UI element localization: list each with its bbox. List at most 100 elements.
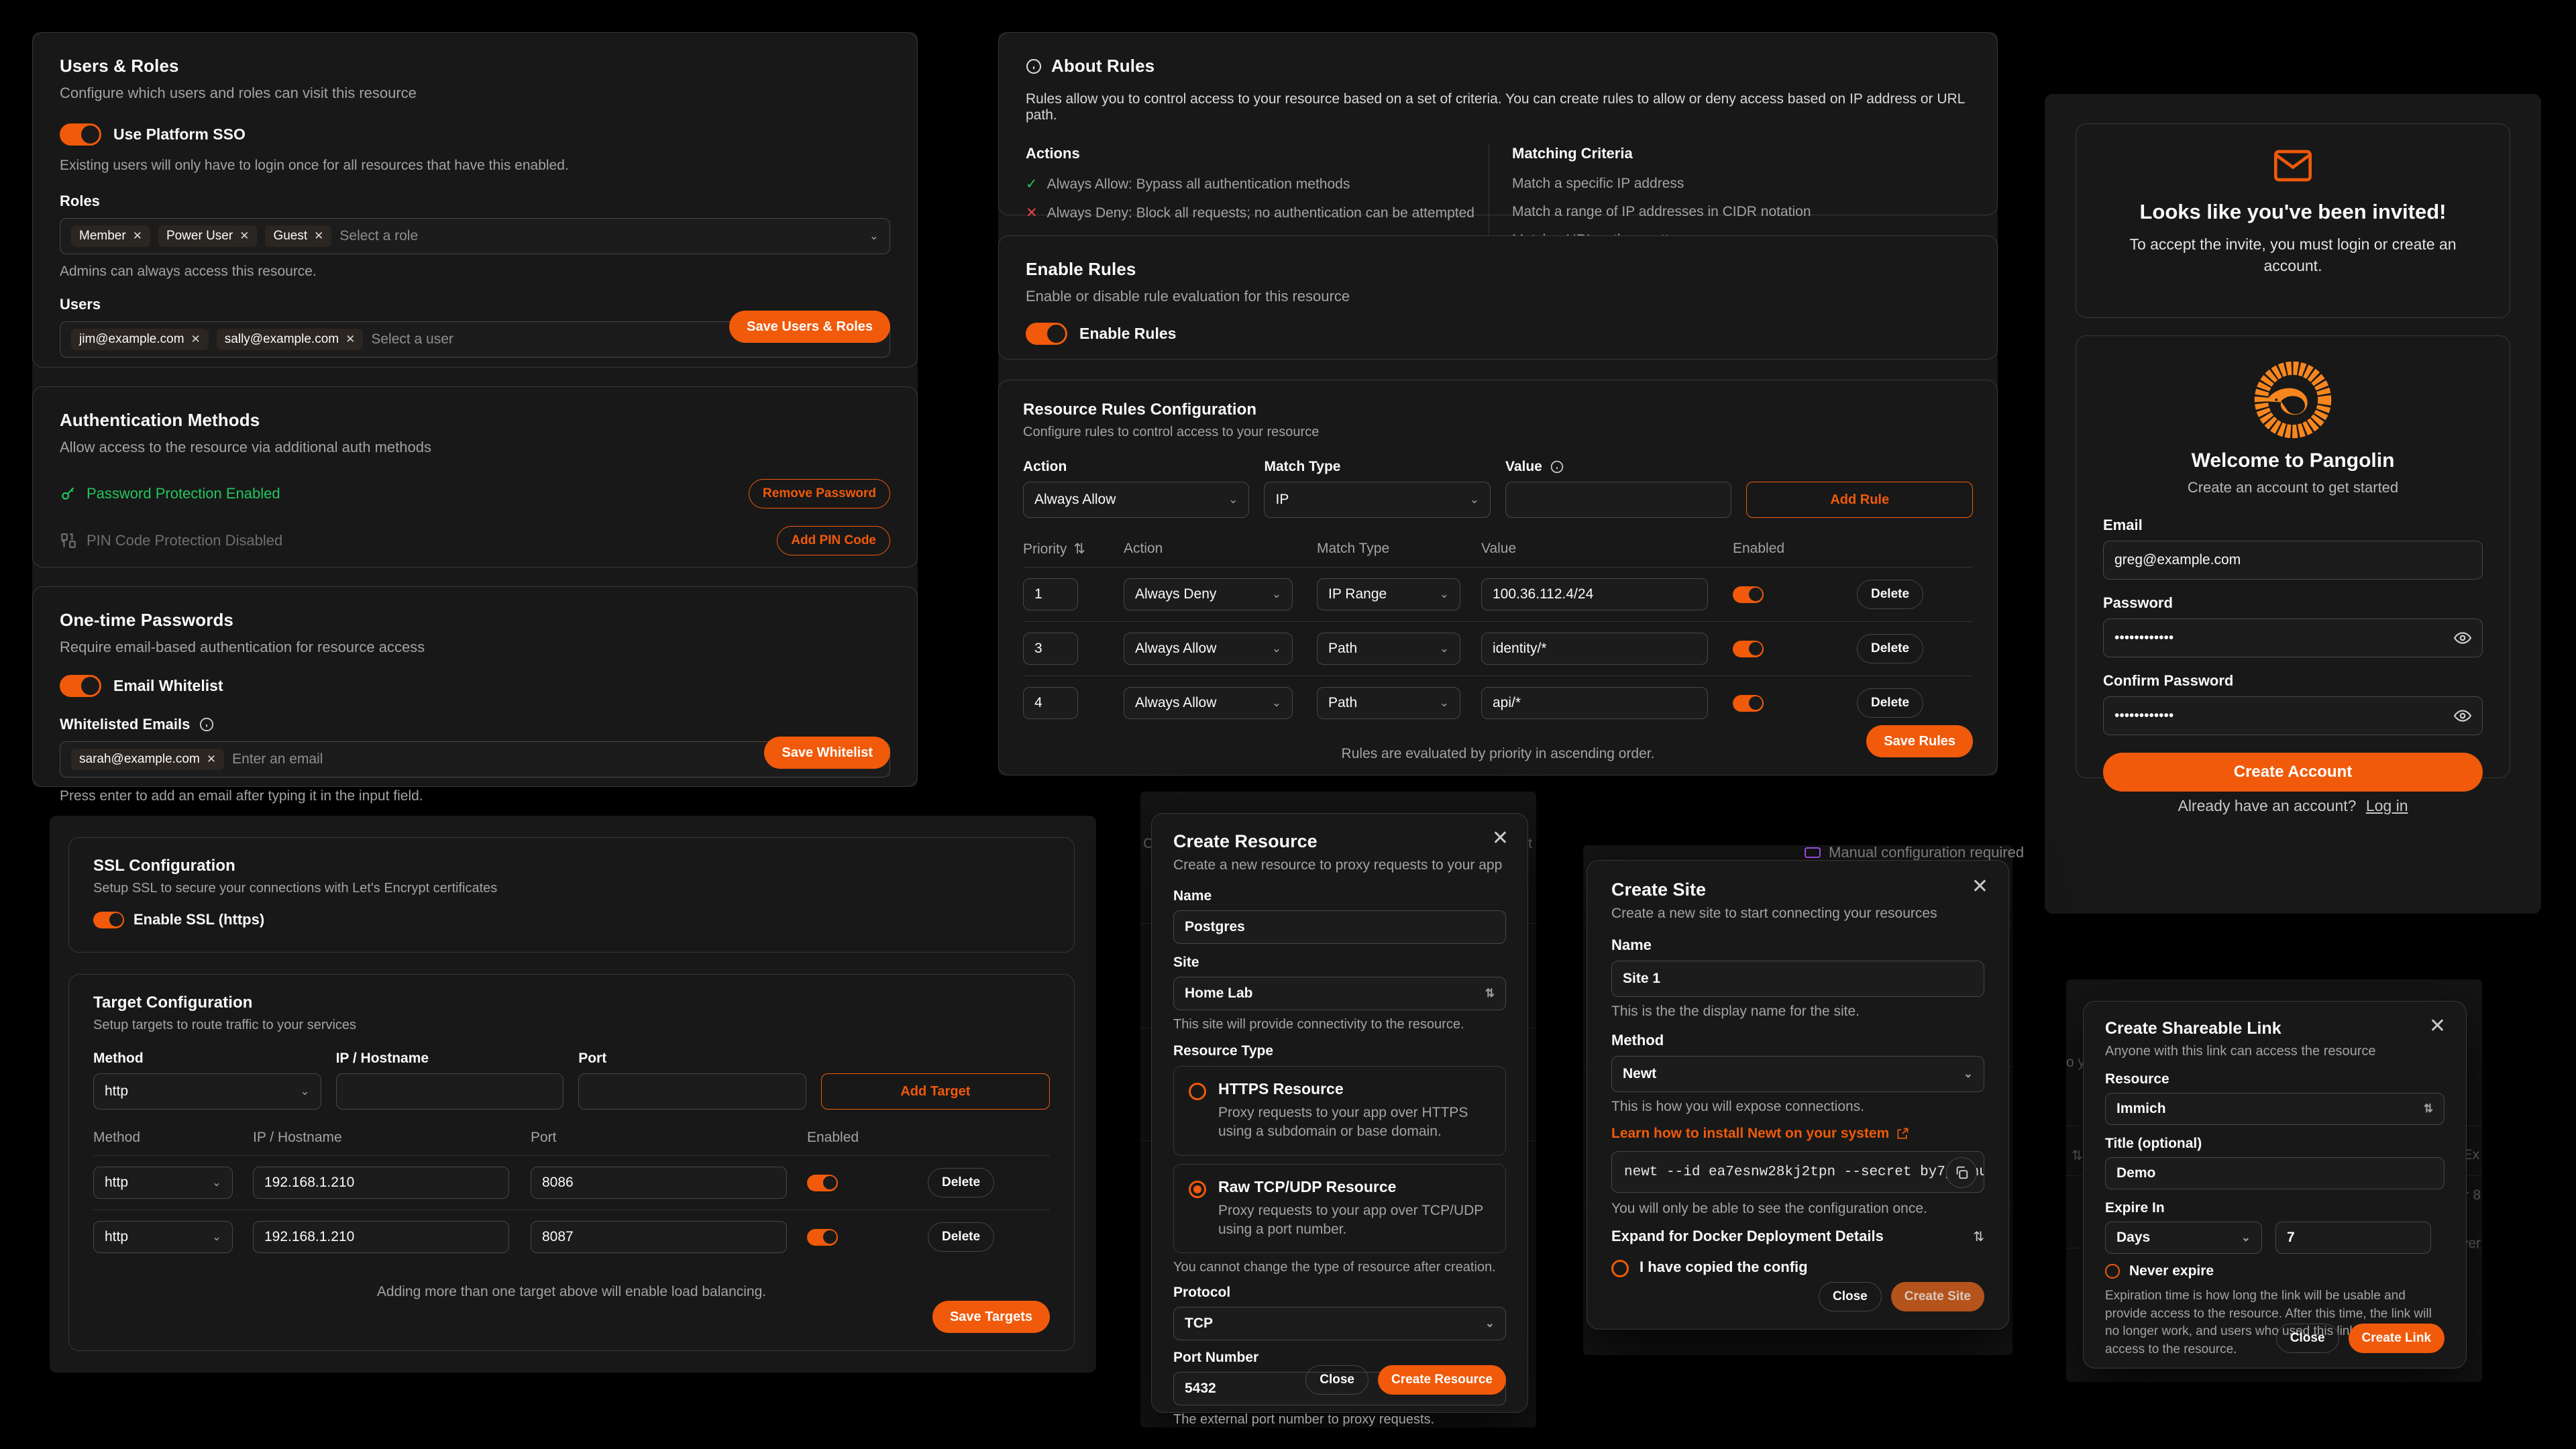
row-action-select[interactable]: Always Allow ⌄ (1124, 687, 1293, 719)
chevron-down-icon[interactable]: ⌄ (869, 229, 879, 242)
radio-icon[interactable] (2105, 1264, 2120, 1279)
password-field[interactable]: •••••••••••• (2103, 619, 2483, 657)
row-value-input[interactable]: identity/* (1481, 633, 1708, 665)
column-priority[interactable]: Priority ⇅ (1023, 541, 1085, 557)
row-action-select[interactable]: Always Allow ⌄ (1124, 633, 1293, 665)
create-resource-button[interactable]: Create Resource (1377, 1365, 1506, 1395)
sort-icon[interactable]: ⇅ (1073, 541, 1085, 557)
row-match-type-select[interactable]: Path ⌄ (1317, 633, 1460, 665)
radio-icon[interactable] (1611, 1260, 1629, 1277)
delete-rule-button[interactable]: Delete (1857, 634, 1924, 663)
role-token[interactable]: Member ✕ (71, 225, 150, 247)
remove-icon[interactable]: ✕ (345, 333, 356, 345)
copy-icon[interactable] (1946, 1157, 1977, 1188)
whitelisted-emails-input[interactable]: sarah@example.com ✕ Enter an email (60, 741, 890, 777)
row-enabled-toggle[interactable] (1733, 640, 1764, 657)
delete-target-button[interactable]: Delete (928, 1168, 995, 1197)
eye-icon[interactable] (2454, 629, 2471, 647)
install-newt-link[interactable]: Learn how to install Newt on your system (1611, 1126, 1909, 1142)
resource-type-https-option[interactable]: HTTPS Resource Proxy requests to your ap… (1173, 1066, 1506, 1156)
close-button[interactable]: Close (1818, 1282, 1882, 1311)
rule-action-select[interactable]: Always Allow ⌄ (1023, 482, 1250, 518)
row-method-select[interactable]: http ⌄ (93, 1167, 233, 1199)
sso-toggle-row[interactable]: Use Platform SSO (60, 123, 890, 146)
roles-select[interactable]: Member ✕ Power User ✕ Guest ✕ Select a role… (60, 218, 890, 254)
row-enabled-toggle[interactable] (807, 1174, 838, 1191)
role-token[interactable]: Power User ✕ (158, 225, 258, 247)
close-icon[interactable]: ✕ (1491, 827, 1509, 849)
email-token[interactable]: sarah@example.com ✕ (71, 749, 225, 770)
row-action-select[interactable]: Always Deny ⌄ (1124, 578, 1293, 610)
row-host-input[interactable]: 192.168.1.210 (253, 1167, 509, 1199)
priority-input[interactable]: 1 (1023, 578, 1078, 610)
user-token[interactable]: sally@example.com ✕ (216, 329, 364, 350)
add-rule-button[interactable]: Add Rule (1746, 482, 1973, 518)
ssl-toggle-row[interactable]: Enable SSL (https) (93, 911, 1050, 928)
radio-icon[interactable] (1189, 1083, 1206, 1100)
chevron-updown-icon[interactable]: ⇅ (1973, 1229, 1984, 1244)
create-link-button[interactable]: Create Link (2348, 1324, 2445, 1353)
user-token[interactable]: jim@example.com ✕ (71, 329, 209, 350)
email-whitelist-toggle[interactable] (60, 675, 101, 697)
delete-target-button[interactable]: Delete (928, 1222, 995, 1252)
target-method-select[interactable]: http ⌄ (93, 1073, 321, 1110)
remove-icon[interactable]: ✕ (191, 333, 201, 345)
role-token[interactable]: Guest ✕ (265, 225, 332, 247)
radio-icon[interactable] (1189, 1180, 1206, 1198)
add-target-button[interactable]: Add Target (820, 1073, 1050, 1110)
close-button[interactable]: Close (2275, 1324, 2339, 1353)
save-whitelist-button[interactable]: Save Whitelist (764, 737, 890, 769)
sso-toggle[interactable] (60, 123, 101, 146)
save-rules-button[interactable]: Save Rules (1866, 725, 1973, 757)
row-port-input[interactable]: 8086 (531, 1167, 787, 1199)
row-host-input[interactable]: 192.168.1.210 (253, 1221, 509, 1253)
target-host-input[interactable] (335, 1073, 564, 1110)
remove-icon[interactable]: ✕ (132, 229, 142, 242)
eye-icon[interactable] (2454, 707, 2471, 724)
close-icon[interactable]: ✕ (2428, 1015, 2446, 1037)
save-users-roles-button[interactable]: Save Users & Roles (729, 311, 890, 343)
expand-docker-details[interactable]: Expand for Docker Deployment Details ⇅ (1611, 1228, 1984, 1244)
rule-match-type-select[interactable]: IP ⌄ (1264, 482, 1491, 518)
row-match-type-select[interactable]: Path ⌄ (1317, 687, 1460, 719)
create-account-button[interactable]: Create Account (2103, 753, 2483, 792)
remove-icon[interactable]: ✕ (206, 753, 217, 765)
ssl-toggle[interactable] (93, 911, 124, 928)
resource-site-select[interactable]: Home Lab ⇅ (1173, 977, 1506, 1010)
row-method-select[interactable]: http ⌄ (93, 1221, 233, 1253)
enable-rules-toggle[interactable] (1026, 323, 1067, 345)
enable-rules-toggle-row[interactable]: Enable Rules (1026, 323, 1970, 345)
row-match-type-select[interactable]: IP Range ⌄ (1317, 578, 1460, 610)
copied-config-checkbox-row[interactable]: I have copied the config (1611, 1257, 1984, 1277)
save-targets-button[interactable]: Save Targets (932, 1301, 1050, 1333)
row-value-input[interactable]: api/* (1481, 687, 1708, 719)
never-expire-row[interactable]: Never expire (2105, 1263, 2445, 1279)
rule-value-input[interactable] (1505, 482, 1732, 518)
info-icon[interactable] (199, 717, 214, 732)
row-value-input[interactable]: 100.36.112.4/24 (1481, 578, 1708, 610)
site-name-input[interactable]: Site 1 (1611, 961, 1984, 997)
add-pin-code-button[interactable]: Add PIN Code (777, 526, 890, 555)
priority-input[interactable]: 3 (1023, 633, 1078, 665)
confirm-password-field[interactable]: •••••••••••• (2103, 696, 2483, 735)
share-title-input[interactable]: Demo (2105, 1157, 2445, 1189)
email-whitelist-toggle-row[interactable]: Email Whitelist (60, 675, 890, 697)
protocol-select[interactable]: TCP ⌄ (1173, 1307, 1506, 1341)
row-enabled-toggle[interactable] (1733, 694, 1764, 712)
newt-config-command[interactable]: newt --id ea7esnw28kj2tpn --secret by7jf… (1611, 1151, 1984, 1193)
email-field[interactable]: greg@example.com (2103, 541, 2483, 580)
expire-amount-input[interactable]: 7 (2275, 1222, 2431, 1254)
close-button[interactable]: Close (1305, 1365, 1368, 1395)
row-port-input[interactable]: 8087 (531, 1221, 787, 1253)
remove-password-button[interactable]: Remove Password (749, 479, 890, 508)
resource-name-input[interactable]: Postgres (1173, 910, 1506, 944)
delete-rule-button[interactable]: Delete (1857, 580, 1924, 609)
row-enabled-toggle[interactable] (1733, 586, 1764, 603)
share-resource-select[interactable]: Immich ⇅ (2105, 1093, 2445, 1125)
close-icon[interactable]: ✕ (1971, 875, 1988, 898)
site-method-select[interactable]: Newt ⌄ (1611, 1056, 1984, 1092)
target-port-input[interactable] (578, 1073, 806, 1110)
remove-icon[interactable]: ✕ (239, 229, 250, 242)
remove-icon[interactable]: ✕ (314, 229, 324, 242)
login-link[interactable]: Log in (2365, 797, 2408, 814)
